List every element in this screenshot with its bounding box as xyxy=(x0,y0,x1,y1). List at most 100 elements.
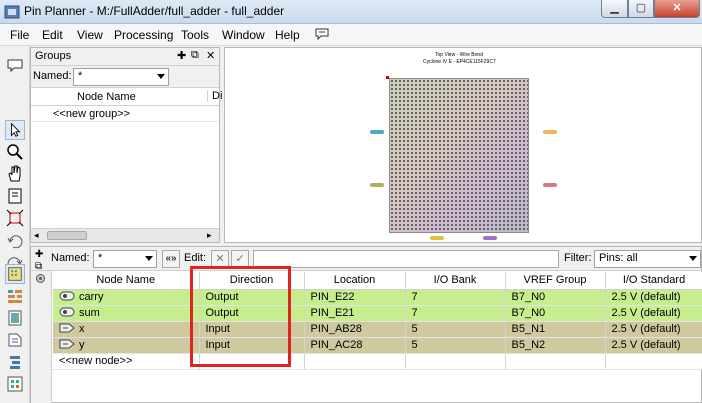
node-name-cell[interactable]: carry xyxy=(53,289,200,306)
groups-col-node-name[interactable]: Node Name xyxy=(77,91,136,103)
cancel-edit-button[interactable]: ✕ xyxy=(211,250,229,268)
new-node-cell[interactable]: <<new node>> xyxy=(53,353,200,370)
show-clock-pins-icon[interactable] xyxy=(5,374,25,394)
groups-named-combobox[interactable]: * xyxy=(73,68,169,86)
vref-group-cell[interactable]: B5_N2 xyxy=(505,337,606,354)
pin-legend-icon[interactable] xyxy=(5,330,25,350)
io-standard-cell[interactable]: 2.5 V (default) xyxy=(605,321,702,338)
col-io-standard[interactable]: I/O Standard xyxy=(605,272,702,290)
panel-settings-icon[interactable] xyxy=(35,273,46,284)
edit-label: Edit: xyxy=(184,252,207,264)
hand-tool-icon[interactable] xyxy=(5,164,25,184)
location-cell[interactable]: PIN_AC28 xyxy=(304,337,406,354)
float-panel-icon[interactable]: ⧉ xyxy=(35,261,43,272)
location-cell-text: PIN_AC28 xyxy=(310,339,363,351)
filter-combobox[interactable]: Pins: all xyxy=(594,250,701,268)
empty-cell[interactable] xyxy=(199,353,305,370)
maximize-button[interactable]: ▢ xyxy=(628,0,654,18)
col-node-name[interactable]: Node Name xyxy=(53,272,200,290)
menu-file[interactable]: File xyxy=(10,28,30,42)
find-pin-icon[interactable] xyxy=(5,186,25,206)
menu-window[interactable]: Window xyxy=(222,28,265,42)
show-differential-pins-icon[interactable] xyxy=(5,352,25,372)
menu-help[interactable]: Help xyxy=(275,28,300,42)
vref-group-cell[interactable]: B7_N0 xyxy=(505,305,606,322)
fpga-package-pin-grid[interactable] xyxy=(389,78,529,233)
selection-tool-icon[interactable] xyxy=(5,120,25,140)
float-panel-icon[interactable]: ⧉ xyxy=(191,49,199,61)
vref-group-cell-text: B7_N0 xyxy=(511,291,546,303)
col-location[interactable]: Location xyxy=(304,272,406,290)
io-bank-view-icon[interactable] xyxy=(5,286,25,306)
groups-col-direction[interactable]: Di xyxy=(207,90,222,102)
io-bank-marker xyxy=(430,236,444,240)
scroll-left-icon[interactable]: ◂ xyxy=(34,230,39,240)
menu-edit[interactable]: Edit xyxy=(42,28,63,42)
accept-edit-button[interactable]: ✓ xyxy=(231,250,249,268)
all-pins-panel: Named: * «» Edit: ✕ ✓ Filter: Pins: all … xyxy=(30,246,702,403)
io-standard-cell[interactable]: 2.5 V (default) xyxy=(605,305,702,322)
menu-view[interactable]: View xyxy=(77,28,103,42)
pin-panel-icon[interactable]: ✚ xyxy=(35,249,44,260)
location-cell[interactable]: PIN_AB28 xyxy=(304,321,406,338)
node-name-cell[interactable]: sum xyxy=(53,305,200,322)
close-panel-icon[interactable]: ✕ xyxy=(206,50,216,62)
menu-tools[interactable]: Tools xyxy=(181,28,210,42)
col-direction[interactable]: Direction xyxy=(199,272,305,290)
io-standard-cell[interactable]: 2.5 V (default) xyxy=(605,337,702,354)
scroll-right-icon[interactable]: ▸ xyxy=(207,230,212,240)
empty-cell[interactable] xyxy=(605,353,702,370)
io-bank-cell[interactable]: 5 xyxy=(405,337,506,354)
io-bank-cell[interactable]: 7 xyxy=(405,305,506,322)
location-cell[interactable]: PIN_E22 xyxy=(304,289,406,306)
empty-cell[interactable] xyxy=(304,353,406,370)
io-standard-cell[interactable]: 2.5 V (default) xyxy=(605,289,702,306)
fit-in-window-icon[interactable] xyxy=(5,208,25,228)
col-io-bank[interactable]: I/O Bank xyxy=(405,272,506,290)
empty-cell[interactable] xyxy=(505,353,606,370)
col-vref-group[interactable]: VREF Group xyxy=(505,272,606,290)
direction-cell[interactable]: Output xyxy=(199,305,305,322)
io-standard-cell-text: 2.5 V (default) xyxy=(611,291,681,303)
package-view[interactable]: Top View - Wire Bond Cyclone IV E - EP4C… xyxy=(224,47,702,243)
io-bank-cell[interactable]: 5 xyxy=(405,321,506,338)
node-name-cell-text: carry xyxy=(79,291,104,303)
close-window-button[interactable]: ✕ xyxy=(654,0,700,18)
io-bank-cell[interactable]: 7 xyxy=(405,289,506,306)
node-finder-button[interactable]: «» xyxy=(162,250,180,268)
groups-panel: Groups ✚ ⧉ ✕ Named: * Node Name Di <<new… xyxy=(30,47,222,243)
table-row[interactable]: y Input PIN_AC28 5 B5_N2 2.5 V (default) xyxy=(53,337,702,354)
vref-group-cell[interactable]: B7_N0 xyxy=(505,289,606,306)
node-name-cell[interactable]: x xyxy=(53,321,200,338)
edit-value-field[interactable] xyxy=(253,250,559,268)
io-bank-marker xyxy=(483,236,497,240)
package-device-name: Cyclone IV E - EP4CE115F29C7 xyxy=(423,59,496,65)
table-row[interactable]: x Input PIN_AB28 5 B5_N1 2.5 V (default) xyxy=(53,321,702,338)
table-row[interactable]: sum Output PIN_E21 7 B7_N0 2.5 V (default) xyxy=(53,305,702,322)
io-bank-cell-text: 7 xyxy=(411,291,418,303)
empty-cell[interactable] xyxy=(405,353,506,370)
location-cell[interactable]: PIN_E21 xyxy=(304,305,406,322)
package-view-icon[interactable] xyxy=(5,308,25,328)
nodes-named-combobox[interactable]: * xyxy=(93,250,157,268)
direction-cell[interactable]: Output xyxy=(199,289,305,306)
groups-horizontal-scrollbar[interactable]: ◂ ▸ xyxy=(31,228,219,242)
vref-group-cell-text: B7_N0 xyxy=(511,307,546,319)
vref-group-cell[interactable]: B5_N1 xyxy=(505,321,606,338)
menu-processing[interactable]: Processing xyxy=(114,28,174,42)
undo-icon[interactable] xyxy=(5,232,25,252)
minimize-button[interactable]: ▁ xyxy=(601,0,628,18)
new-node-row[interactable]: <<new node>> xyxy=(53,353,702,370)
tasks-icon[interactable] xyxy=(5,56,25,76)
new-group-row[interactable]: <<new group>> xyxy=(31,106,219,122)
pin-view-icon[interactable] xyxy=(5,264,25,284)
node-name-cell[interactable]: y xyxy=(53,337,200,354)
pin-panel-icon[interactable]: ✚ xyxy=(177,50,187,62)
chevron-down-icon xyxy=(689,256,697,261)
direction-cell[interactable]: Input xyxy=(199,337,305,354)
table-row[interactable]: carry Output PIN_E22 7 B7_N0 2.5 V (default) xyxy=(53,289,702,306)
direction-cell[interactable]: Input xyxy=(199,321,305,338)
scroll-thumb[interactable] xyxy=(47,231,87,240)
chat-help-icon[interactable] xyxy=(314,27,330,41)
zoom-tool-icon[interactable] xyxy=(5,142,25,162)
